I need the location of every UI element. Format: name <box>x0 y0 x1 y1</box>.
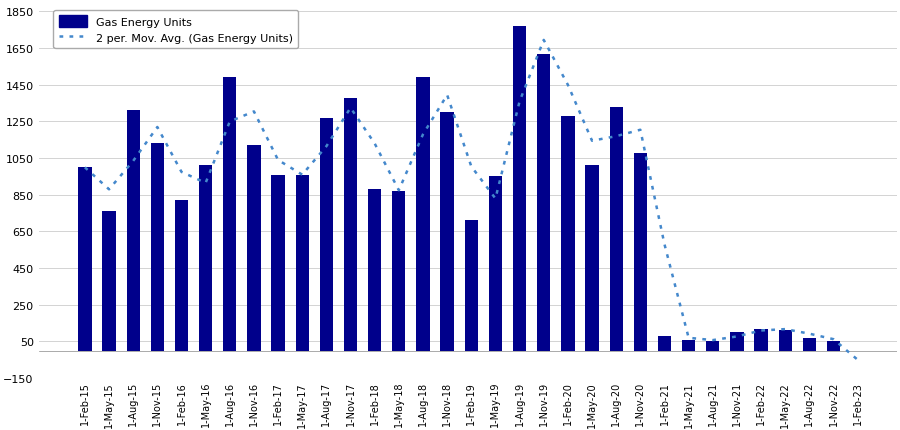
Bar <box>440 113 454 351</box>
Bar <box>778 330 792 351</box>
Bar <box>706 341 719 351</box>
Bar <box>754 329 768 351</box>
Bar <box>295 175 309 351</box>
Bar <box>537 55 551 351</box>
Bar <box>320 119 333 351</box>
Bar <box>103 212 116 351</box>
Bar <box>585 166 598 351</box>
Bar <box>368 190 382 351</box>
Bar <box>175 201 188 351</box>
Legend: Gas Energy Units, 2 per. Mov. Avg. (Gas Energy Units): Gas Energy Units, 2 per. Mov. Avg. (Gas … <box>53 11 298 49</box>
Bar <box>78 168 92 351</box>
Bar <box>150 144 164 351</box>
Bar <box>248 146 261 351</box>
Bar <box>609 108 623 351</box>
Bar <box>803 338 816 351</box>
Bar <box>634 154 647 351</box>
Bar <box>199 166 212 351</box>
Bar <box>682 340 696 351</box>
Bar <box>513 27 526 351</box>
Bar <box>223 78 237 351</box>
Bar <box>730 332 743 351</box>
Bar <box>127 111 140 351</box>
Bar <box>344 98 357 351</box>
Bar <box>658 336 671 351</box>
Bar <box>562 117 574 351</box>
Bar <box>272 175 284 351</box>
Bar <box>464 221 478 351</box>
Bar <box>417 78 429 351</box>
Bar <box>392 192 406 351</box>
Bar <box>489 177 502 351</box>
Bar <box>827 341 841 351</box>
